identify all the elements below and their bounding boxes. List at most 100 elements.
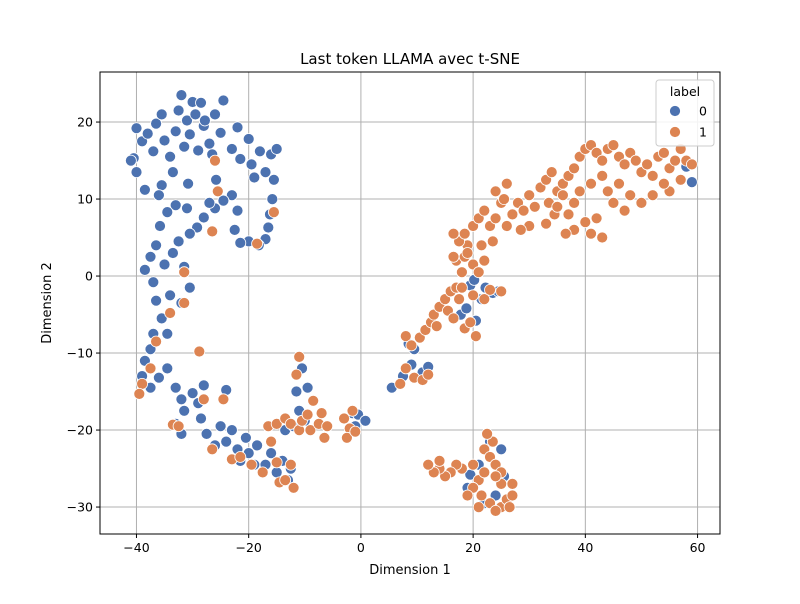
point-label-1 [478, 293, 491, 306]
legend-label-0: 0 [699, 104, 707, 119]
point-label-0 [182, 177, 195, 190]
point-label-1 [596, 231, 609, 244]
point-label-1 [172, 420, 185, 433]
point-label-1 [573, 185, 586, 198]
point-label-1 [399, 362, 412, 375]
point-label-0 [147, 145, 160, 158]
point-label-1 [217, 393, 230, 406]
y-axis-label: Dimension 2 [40, 262, 55, 344]
point-label-0 [181, 114, 193, 127]
point-label-0 [172, 104, 185, 117]
point-label-1 [346, 404, 359, 417]
scatter-points [124, 89, 698, 517]
point-label-1 [178, 297, 191, 309]
point-label-1 [506, 208, 519, 221]
point-label-0 [197, 211, 210, 224]
point-label-1 [455, 281, 468, 294]
legend-label-1: 1 [699, 125, 707, 140]
chart-title: Last token LLAMA avec t-SNE [300, 50, 520, 68]
point-label-0 [152, 371, 165, 384]
point-label-1 [514, 223, 527, 236]
point-label-1 [270, 456, 283, 469]
point-label-0 [262, 221, 275, 234]
point-label-0 [198, 114, 211, 127]
point-label-0 [154, 220, 166, 232]
point-label-1 [528, 200, 541, 213]
point-label-0 [158, 134, 171, 147]
point-label-1 [405, 339, 418, 352]
point-label-1 [646, 189, 659, 202]
point-label-0 [460, 302, 473, 315]
point-label-0 [359, 414, 372, 427]
point-label-0 [150, 239, 163, 252]
point-label-0 [161, 206, 174, 219]
x-tick-label: 20 [465, 540, 481, 555]
point-label-1 [635, 196, 648, 209]
point-label-1 [307, 394, 320, 407]
point-label-0 [158, 258, 171, 271]
point-label-1 [489, 212, 502, 225]
point-label-0 [155, 312, 168, 325]
point-label-1 [613, 177, 625, 190]
point-label-1 [338, 412, 351, 425]
point-label-1 [453, 293, 466, 306]
point-label-1 [164, 307, 177, 319]
point-label-1 [245, 458, 258, 471]
point-label-0 [175, 89, 188, 101]
point-label-0 [175, 393, 188, 406]
point-label-1 [430, 320, 443, 333]
point-label-0 [197, 379, 210, 392]
point-label-1 [601, 185, 614, 198]
point-label-1 [399, 330, 412, 343]
point-label-1 [618, 204, 631, 217]
point-label-0 [248, 171, 261, 184]
point-label-1 [568, 196, 580, 209]
point-label-0 [234, 236, 247, 249]
legend: label 0 1 [655, 79, 715, 147]
point-label-1 [144, 362, 157, 375]
y-tick-label: −10 [67, 346, 93, 361]
point-label-1 [481, 427, 494, 440]
point-label-0 [225, 143, 238, 155]
y-tick-label: −30 [67, 500, 93, 515]
point-label-1 [500, 220, 513, 232]
point-label-1 [506, 489, 519, 502]
y-tick-label: 10 [77, 192, 93, 207]
point-label-1 [209, 154, 221, 167]
point-label-1 [579, 216, 592, 229]
point-label-0 [242, 133, 255, 145]
point-label-1 [467, 289, 480, 302]
point-label-0 [686, 176, 698, 189]
point-label-0 [217, 194, 230, 207]
point-label-0 [225, 189, 238, 202]
point-label-0 [169, 125, 182, 138]
point-label-0 [210, 173, 223, 186]
point-label-1 [557, 189, 569, 202]
point-label-0 [161, 327, 174, 340]
point-label-1 [478, 254, 491, 267]
point-label-0 [214, 420, 227, 433]
point-label-0 [164, 150, 177, 163]
point-label-0 [203, 137, 216, 150]
point-label-0 [186, 387, 199, 400]
point-label-0 [290, 385, 303, 398]
point-label-1 [486, 235, 499, 248]
point-label-1 [641, 158, 653, 171]
point-label-0 [138, 183, 151, 196]
point-label-1 [467, 458, 480, 471]
point-label-1 [318, 431, 331, 444]
point-label-1 [489, 470, 502, 483]
point-label-1 [503, 501, 516, 514]
plot-frame [99, 71, 721, 535]
point-label-1 [193, 345, 206, 358]
point-label-1 [287, 481, 300, 494]
point-label-1 [686, 158, 698, 171]
point-label-1 [284, 417, 297, 430]
point-label-1 [585, 177, 597, 190]
point-label-1 [265, 435, 278, 448]
plot-area [100, 72, 720, 534]
point-label-1 [562, 208, 575, 221]
point-label-0 [200, 427, 213, 440]
